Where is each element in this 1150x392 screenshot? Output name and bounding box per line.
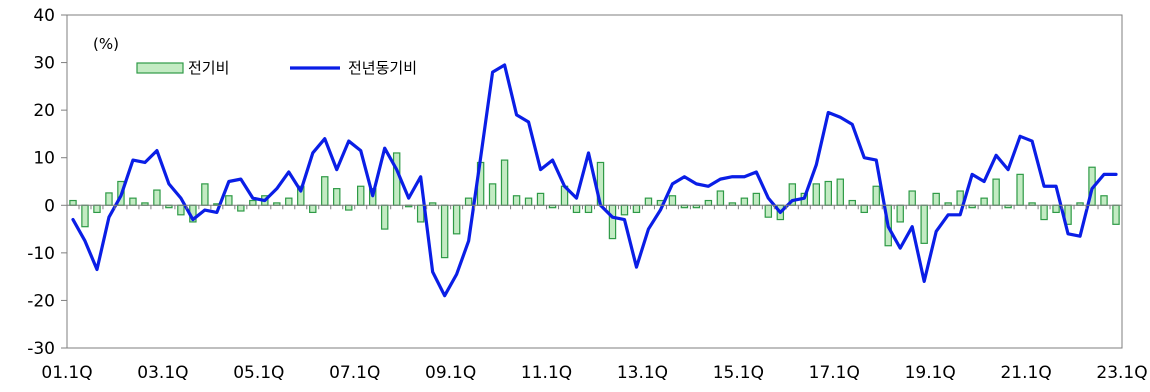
bar: [225, 195, 233, 206]
bar: [285, 197, 293, 206]
line-series: [71, 63, 1118, 298]
bar: [380, 204, 389, 230]
line-series-layer: [71, 63, 1118, 298]
bar: [704, 199, 713, 206]
bar: [69, 199, 77, 206]
axes: -30 -20 -10 0 10 20 30 40 01.1Q 03.1Q 05.1Q 07.1Q 09…: [27, 6, 1147, 383]
y-tick-label: 0: [44, 196, 55, 216]
legend-bar-swatch: [136, 62, 184, 74]
bar: [129, 197, 137, 206]
bar: [644, 197, 653, 206]
bar: [980, 197, 988, 206]
bar: [452, 204, 461, 235]
bar: [345, 204, 353, 211]
bar: [620, 204, 629, 216]
x-tick-label: 09.1Q: [425, 363, 476, 383]
y-tick-label: -30: [27, 339, 55, 359]
x-tick-label: 23.1Q: [1096, 363, 1147, 383]
bar: [333, 188, 341, 206]
bar: [105, 192, 113, 206]
bar: [824, 180, 832, 206]
bar: [716, 190, 725, 206]
bar: [1016, 173, 1024, 206]
bar: [153, 189, 161, 206]
bar: [93, 204, 101, 214]
x-tick-label: 11.1Q: [521, 363, 572, 383]
legend-bar-label: 전기비: [188, 59, 229, 77]
bar: [608, 204, 617, 240]
x-tick-label: 17.1Q: [809, 363, 860, 383]
bar: [488, 183, 497, 206]
x-tick-label: 21.1Q: [1000, 363, 1051, 383]
bar: [872, 185, 880, 206]
bar: [860, 204, 868, 214]
x-tick-label: 13.1Q: [617, 363, 668, 383]
bar: [321, 176, 329, 206]
x-tick-label: 07.1Q: [329, 363, 380, 383]
legend-line-label: 전년동기비: [348, 59, 417, 77]
x-tick-label: 19.1Q: [905, 363, 956, 383]
bar: [908, 190, 916, 206]
y-tick-label: 30: [33, 54, 55, 74]
bar: [512, 195, 521, 206]
x-tick-label: 03.1Q: [137, 363, 188, 383]
bar: [1052, 204, 1060, 214]
y-tick-label: 10: [33, 149, 55, 169]
bar: [536, 192, 545, 206]
bar: [392, 152, 401, 206]
bar: [237, 204, 245, 212]
bar: [357, 185, 365, 206]
bar: [524, 197, 533, 206]
bar: [1040, 204, 1048, 221]
legend: (%) 전기비 전년동기비: [93, 35, 417, 77]
bar: [464, 197, 473, 206]
y-tick-label: -10: [27, 244, 55, 264]
y-tick-label: 20: [33, 101, 55, 121]
bar: [201, 183, 209, 206]
bar: [416, 204, 425, 223]
bar: [896, 204, 904, 223]
y-tick-label: -20: [27, 291, 55, 311]
bar: [1112, 204, 1120, 225]
bar: [764, 204, 773, 218]
bar: [836, 178, 844, 206]
bar: [249, 199, 257, 206]
bar: [992, 178, 1000, 206]
bar: [752, 192, 761, 206]
bar: [932, 192, 940, 206]
bar: [632, 204, 641, 214]
bar: [440, 204, 449, 259]
bar: [177, 204, 185, 216]
bar: [309, 204, 317, 214]
x-tick-label: 05.1Q: [233, 363, 284, 383]
bar: [920, 204, 928, 244]
bar: [1100, 195, 1108, 206]
x-tick-label: 15.1Q: [713, 363, 764, 383]
bar: [500, 159, 509, 206]
bar: [848, 199, 856, 206]
bar: [584, 204, 593, 214]
y-tick-label: 40: [33, 6, 55, 26]
x-tick-label: 01.1Q: [41, 363, 92, 383]
bar: [572, 204, 581, 214]
bar: [668, 195, 677, 206]
bar: [812, 183, 821, 206]
bar: [81, 204, 89, 228]
unit-label: (%): [93, 35, 119, 53]
bar: [740, 197, 749, 206]
